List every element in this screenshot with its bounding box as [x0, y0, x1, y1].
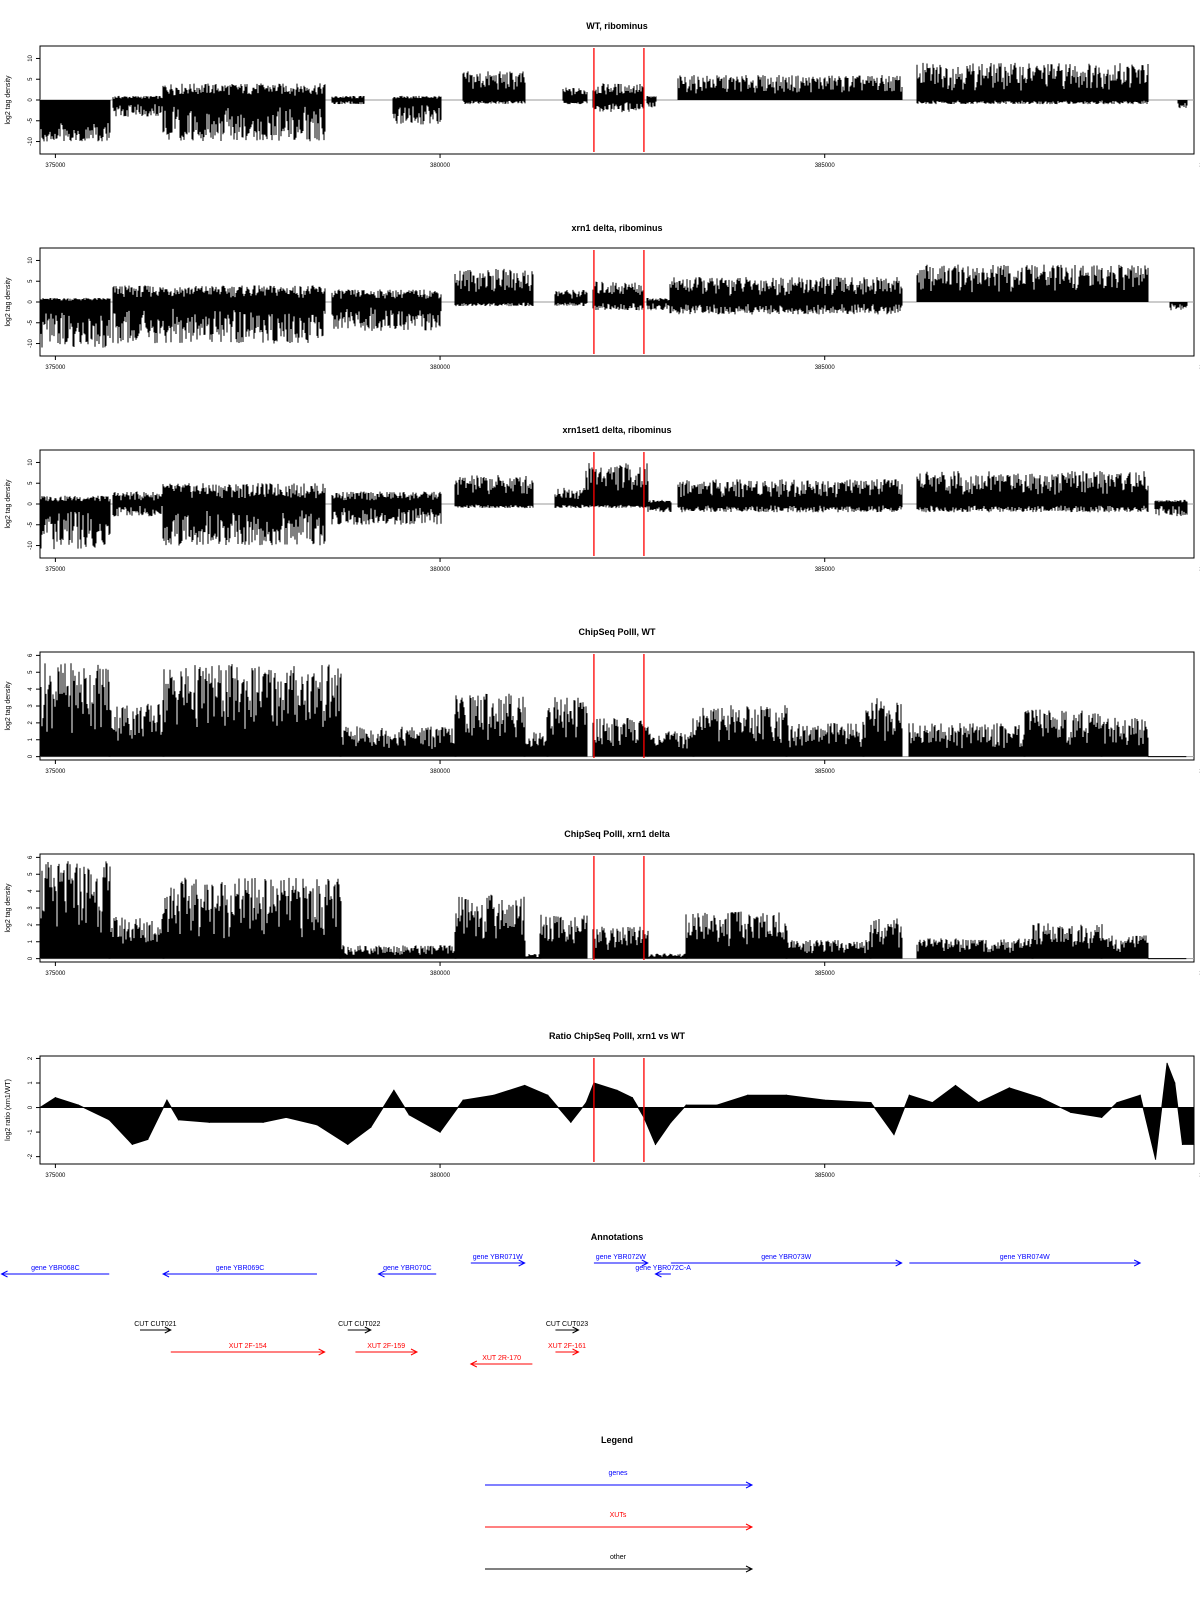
signal-segment	[39, 100, 111, 142]
y-axis-label: log2 tag density	[5, 75, 12, 125]
signal-segment	[554, 289, 588, 307]
y-tick-label: -5	[28, 521, 34, 527]
x-tick-label: 385000	[815, 365, 836, 371]
signal-segment	[646, 499, 672, 513]
panel-title: WT, ribominus	[586, 21, 648, 31]
signal-segment	[331, 289, 442, 331]
y-tick-label: 10	[28, 54, 34, 61]
signal-segment	[677, 75, 903, 100]
signal-segment	[112, 95, 165, 117]
y-tick-label: 0	[28, 98, 34, 102]
signal-segment	[462, 71, 526, 105]
signal-segment	[916, 62, 1149, 105]
signal-segment	[162, 483, 326, 546]
y-axis-label: log2 tag density	[5, 479, 12, 529]
signal-segment	[39, 495, 111, 550]
signal-segment	[1177, 100, 1188, 109]
data-marks	[39, 62, 1188, 142]
signal-segment	[331, 491, 442, 525]
signal-segment	[554, 487, 588, 509]
signal-segment	[916, 264, 1149, 302]
panel-title: xrn1set1 delta, ribominus	[562, 425, 671, 435]
y-tick-label: 0	[28, 300, 34, 304]
x-tick-label: 380000	[430, 567, 451, 573]
signal-segment	[592, 281, 645, 311]
signal-segment	[592, 83, 645, 113]
signal-segment	[331, 95, 365, 105]
panel-3: xrn1set1 delta, ribominus log2 tag densit…	[5, 425, 1200, 573]
panel-title: xrn1 delta, ribominus	[571, 223, 662, 233]
signal-segment	[112, 285, 326, 344]
panel-1: WT, ribominus log2 tag density -10 -5 0 5 10 37…	[5, 21, 1200, 169]
y-tick-label: -10	[28, 137, 34, 146]
x-tick-label: 385000	[815, 567, 836, 573]
y-tick-label: -10	[28, 339, 34, 348]
y-tick-label: 5	[28, 77, 34, 81]
x-tick-label: 380000	[430, 365, 451, 371]
signal-segment	[112, 491, 165, 517]
x-tick-label: 375000	[45, 163, 66, 169]
y-tick-label: 5	[28, 481, 34, 485]
signal-segment	[677, 479, 903, 513]
signal-segment	[454, 475, 534, 509]
y-tick-label: -10	[28, 541, 34, 550]
signal-segment	[454, 268, 534, 307]
y-axis-label: log2 tag density	[5, 277, 12, 327]
data-marks	[39, 463, 1188, 550]
signal-segment	[646, 297, 672, 311]
x-tick-label: 380000	[430, 163, 451, 169]
signal-segment	[392, 95, 442, 125]
y-tick-label: 5	[28, 279, 34, 283]
signal-segment	[39, 297, 111, 348]
x-tick-label: 385000	[815, 163, 836, 169]
x-tick-label: 375000	[45, 567, 66, 573]
y-tick-label: 0	[28, 502, 34, 506]
signal-segment	[646, 96, 657, 108]
y-tick-label: 10	[28, 256, 34, 263]
y-tick-label: -5	[28, 117, 34, 123]
signal-segment	[669, 277, 903, 315]
panel-2: xrn1 delta, ribominus log2 tag density -10…	[5, 223, 1200, 371]
signal-segment	[1169, 302, 1188, 311]
signal-segment	[562, 87, 588, 105]
x-tick-label: 375000	[45, 365, 66, 371]
track-panels: WT, ribominus log2 tag density -10 -5 0 5 10 37…	[5, 21, 1200, 1179]
y-tick-label: -5	[28, 319, 34, 325]
signal-segment	[162, 83, 326, 142]
signal-segment	[585, 463, 649, 509]
data-marks	[39, 264, 1188, 348]
y-tick-label: 10	[28, 458, 34, 465]
